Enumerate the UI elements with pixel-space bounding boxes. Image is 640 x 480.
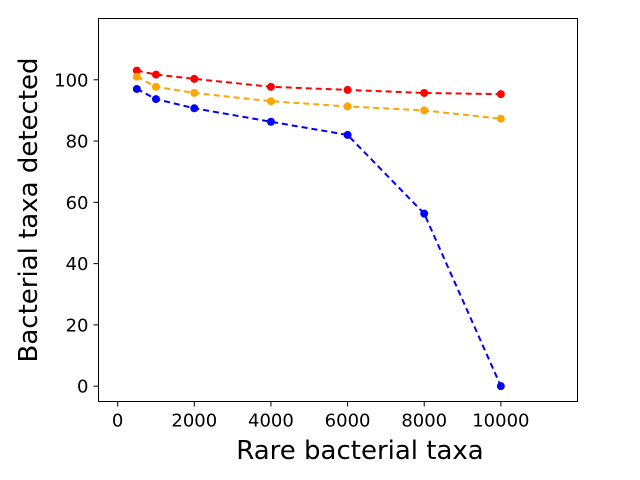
series-point <box>496 114 505 123</box>
plot-layer <box>132 66 505 391</box>
series-point <box>151 70 160 79</box>
series-point <box>132 84 141 93</box>
series-point <box>343 85 352 94</box>
series-point <box>343 102 352 111</box>
x-tick-label: 6000 <box>325 411 371 432</box>
y-tick-label: 100 <box>54 70 88 91</box>
series-point <box>496 382 505 391</box>
y-tick-label: 0 <box>77 377 88 398</box>
y-axis-label: Bacterial taxa detected <box>14 58 44 363</box>
series-point <box>420 209 429 218</box>
series-point <box>151 82 160 91</box>
series-point <box>266 117 275 126</box>
ticks-layer: 0 2000 4000 6000 8000 10000 0 20 40 60 80 100 <box>54 70 529 431</box>
y-tick-label: 40 <box>66 254 89 275</box>
x-tick-label: 4000 <box>248 411 294 432</box>
y-tick-label: 60 <box>66 193 89 214</box>
series-point <box>151 95 160 104</box>
series-point <box>190 88 199 97</box>
series-point <box>266 82 275 91</box>
series-point <box>420 88 429 97</box>
series-point <box>190 74 199 83</box>
series-point <box>496 90 505 99</box>
x-tick-label: 0 <box>112 411 123 432</box>
series-point <box>343 130 352 139</box>
x-axis-label: Rare bacterial taxa <box>236 436 484 466</box>
x-tick-label: 10000 <box>472 411 529 432</box>
series-point <box>190 104 199 113</box>
x-tick-label: 2000 <box>171 411 217 432</box>
series-point <box>420 106 429 115</box>
y-tick-label: 20 <box>66 315 89 336</box>
series-point <box>266 97 275 106</box>
plot-frame <box>98 18 578 402</box>
series-point <box>132 66 141 75</box>
series-point <box>132 72 141 81</box>
x-tick-label: 8000 <box>401 411 447 432</box>
y-tick-label: 80 <box>66 132 89 153</box>
